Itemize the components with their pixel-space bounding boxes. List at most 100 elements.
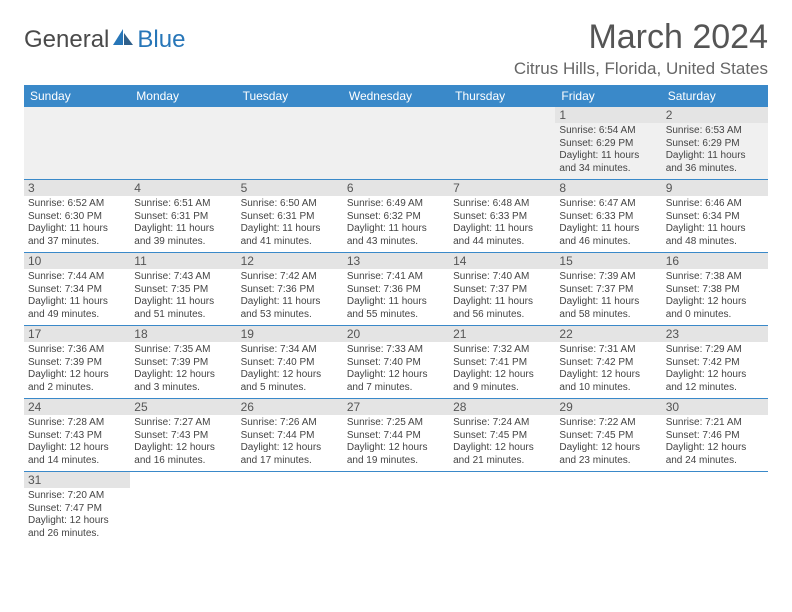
day-detail: Sunrise: 7:41 AMSunset: 7:36 PMDaylight:… [347,271,445,321]
day-number: 9 [662,180,768,196]
day-number: 29 [555,399,661,415]
month-title: March 2024 [514,18,768,57]
calendar-empty [555,472,661,545]
day-detail: Sunrise: 7:35 AMSunset: 7:39 PMDaylight:… [134,344,232,394]
calendar-day: 27Sunrise: 7:25 AMSunset: 7:44 PMDayligh… [343,399,449,472]
day-detail: Sunrise: 6:46 AMSunset: 6:34 PMDaylight:… [666,198,764,248]
day-number: 20 [343,326,449,342]
calendar-day: 20 Sunrise: 7:33 AMSunset: 7:40 PMDayligh… [343,326,449,399]
day-number: 11 [130,253,236,269]
calendar-empty [343,107,449,180]
calendar-empty [343,472,449,545]
calendar-day: 30Sunrise: 7:21 AMSunset: 7:46 PMDayligh… [662,399,768,472]
calendar-day: 10Sunrise: 7:44 AMSunset: 7:34 PMDayligh… [24,253,130,326]
weekday-header: Monday [130,85,236,107]
day-number: 16 [662,253,768,269]
calendar-week: 31 Sunrise: 7:20 AMSunset: 7:47 PMDayligh… [24,472,768,545]
calendar-day: 21 Sunrise: 7:32 AMSunset: 7:41 PMDayligh… [449,326,555,399]
calendar-day: 26 Sunrise: 7:26 AMSunset: 7:44 PMDayligh… [237,399,343,472]
day-number: 1 [555,107,661,123]
day-number: 15 [555,253,661,269]
weekday-header: Tuesday [237,85,343,107]
calendar-day: 4 Sunrise: 6:51 AMSunset: 6:31 PMDaylight… [130,180,236,253]
day-detail: Sunrise: 7:22 AMSunset: 7:45 PMDaylight:… [559,417,657,467]
calendar-day: 8 Sunrise: 6:47 AMSunset: 6:33 PMDaylight… [555,180,661,253]
day-number: 18 [130,326,236,342]
day-number: 25 [130,399,236,415]
calendar-empty [24,107,130,180]
calendar-week: 24Sunrise: 7:28 AMSunset: 7:43 PMDayligh… [24,399,768,472]
day-number: 7 [449,180,555,196]
day-number: 6 [343,180,449,196]
calendar-empty [130,107,236,180]
calendar-day: 6 Sunrise: 6:49 AMSunset: 6:32 PMDaylight… [343,180,449,253]
day-detail: Sunrise: 7:42 AMSunset: 7:36 PMDaylight:… [241,271,339,321]
day-detail: Sunrise: 7:33 AMSunset: 7:40 PMDaylight:… [347,344,445,394]
day-number: 19 [237,326,343,342]
calendar-day: 5 Sunrise: 6:50 AMSunset: 6:31 PMDaylight… [237,180,343,253]
calendar-day: 13 Sunrise: 7:41 AMSunset: 7:36 PMDayligh… [343,253,449,326]
day-number: 30 [662,399,768,415]
day-detail: Sunrise: 7:43 AMSunset: 7:35 PMDaylight:… [134,271,232,321]
weekday-header: Sunday [24,85,130,107]
day-detail: Sunrise: 6:54 AMSunset: 6:29 PMDaylight:… [559,125,657,175]
calendar-empty [449,107,555,180]
day-detail: Sunrise: 6:51 AMSunset: 6:31 PMDaylight:… [134,198,232,248]
calendar-day: 14Sunrise: 7:40 AMSunset: 7:37 PMDayligh… [449,253,555,326]
calendar-empty [449,472,555,545]
calendar-day: 18 Sunrise: 7:35 AMSunset: 7:39 PMDayligh… [130,326,236,399]
calendar-body: 1 Sunrise: 6:54 AMSunset: 6:29 PMDaylight… [24,107,768,544]
day-detail: Sunrise: 6:49 AMSunset: 6:32 PMDaylight:… [347,198,445,248]
weekday-header: Saturday [662,85,768,107]
title-block: March 2024 Citrus Hills, Florida, United… [514,18,768,79]
day-detail: Sunrise: 7:29 AMSunset: 7:42 PMDaylight:… [666,344,764,394]
calendar-day: 31 Sunrise: 7:20 AMSunset: 7:47 PMDayligh… [24,472,130,545]
day-detail: Sunrise: 7:26 AMSunset: 7:44 PMDaylight:… [241,417,339,467]
weekday-header: Wednesday [343,85,449,107]
calendar-table: SundayMondayTuesdayWednesdayThursdayFrid… [24,85,768,544]
calendar-day: 22Sunrise: 7:31 AMSunset: 7:42 PMDayligh… [555,326,661,399]
day-detail: Sunrise: 6:52 AMSunset: 6:30 PMDaylight:… [28,198,126,248]
calendar-day: 2 Sunrise: 6:53 AMSunset: 6:29 PMDaylight… [662,107,768,180]
calendar-day: 12 Sunrise: 7:42 AMSunset: 7:36 PMDayligh… [237,253,343,326]
calendar-day: 29 Sunrise: 7:22 AMSunset: 7:45 PMDayligh… [555,399,661,472]
day-detail: Sunrise: 7:24 AMSunset: 7:45 PMDaylight:… [453,417,551,467]
calendar-week: 3 Sunrise: 6:52 AMSunset: 6:30 PMDaylight… [24,180,768,253]
day-number: 26 [237,399,343,415]
weekday-header-row: SundayMondayTuesdayWednesdayThursdayFrid… [24,85,768,107]
day-number: 5 [237,180,343,196]
day-number: 8 [555,180,661,196]
logo: General Blue [24,26,185,54]
day-detail: Sunrise: 6:47 AMSunset: 6:33 PMDaylight:… [559,198,657,248]
calendar-day: 24Sunrise: 7:28 AMSunset: 7:43 PMDayligh… [24,399,130,472]
weekday-header: Friday [555,85,661,107]
day-number: 4 [130,180,236,196]
day-detail: Sunrise: 7:25 AMSunset: 7:44 PMDaylight:… [347,417,445,467]
day-number: 2 [662,107,768,123]
day-number: 31 [24,472,130,488]
day-detail: Sunrise: 6:50 AMSunset: 6:31 PMDaylight:… [241,198,339,248]
calendar-day: 16 Sunrise: 7:38 AMSunset: 7:38 PMDayligh… [662,253,768,326]
day-number: 14 [449,253,555,269]
day-number: 24 [24,399,130,415]
calendar-empty [237,472,343,545]
day-detail: Sunrise: 7:38 AMSunset: 7:38 PMDaylight:… [666,271,764,321]
calendar-day: 1 Sunrise: 6:54 AMSunset: 6:29 PMDaylight… [555,107,661,180]
calendar-week: 1 Sunrise: 6:54 AMSunset: 6:29 PMDaylight… [24,107,768,180]
logo-text-blue: Blue [137,26,185,54]
day-detail: Sunrise: 6:53 AMSunset: 6:29 PMDaylight:… [666,125,764,175]
day-number: 12 [237,253,343,269]
sail-icon [111,26,135,54]
header: General Blue March 2024 Citrus Hills, Fl… [24,18,768,79]
day-number: 21 [449,326,555,342]
day-detail: Sunrise: 7:32 AMSunset: 7:41 PMDaylight:… [453,344,551,394]
logo-text-general: General [24,26,109,54]
day-detail: Sunrise: 7:39 AMSunset: 7:37 PMDaylight:… [559,271,657,321]
calendar-empty [662,472,768,545]
day-detail: Sunrise: 7:20 AMSunset: 7:47 PMDaylight:… [28,490,126,540]
day-number: 3 [24,180,130,196]
calendar-day: 17Sunrise: 7:36 AMSunset: 7:39 PMDayligh… [24,326,130,399]
day-detail: Sunrise: 7:44 AMSunset: 7:34 PMDaylight:… [28,271,126,321]
day-number: 22 [555,326,661,342]
day-number: 13 [343,253,449,269]
